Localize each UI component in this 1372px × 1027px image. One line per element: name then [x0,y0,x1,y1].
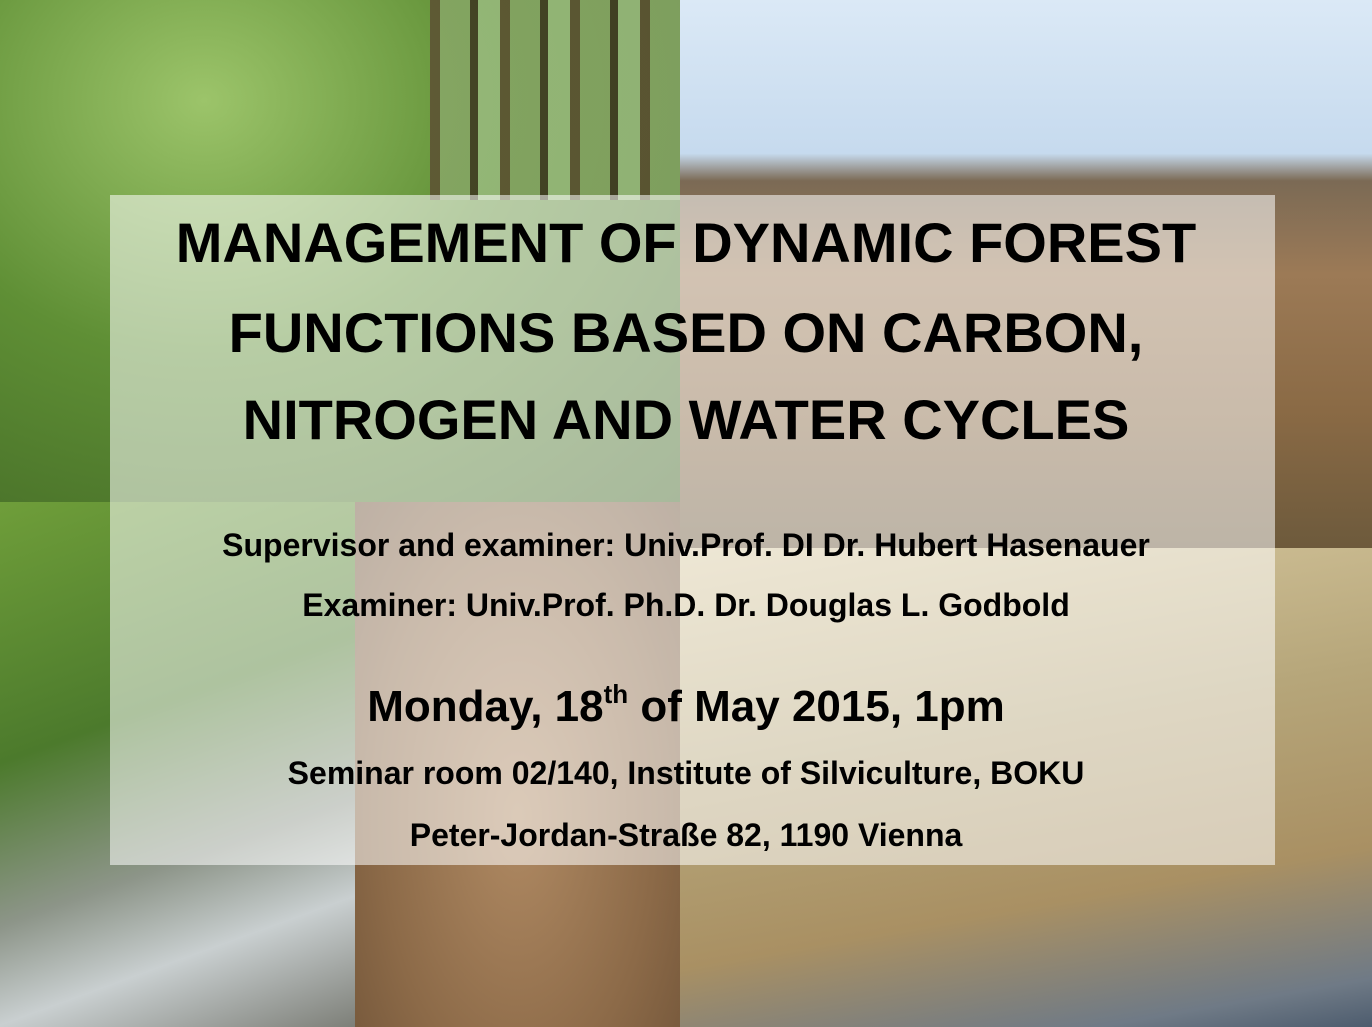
date-text: Monday, 18 [367,682,603,731]
examiner: Examiner: Univ.Prof. Ph.D. Dr. Douglas L… [0,585,1372,625]
poster: MANAGEMENT OF DYNAMIC FOREST FUNCTIONS B… [0,0,1372,1027]
title-line: FUNCTIONS BASED ON CARBON, [0,301,1372,365]
date-text: of May 2015, 1pm [628,682,1005,731]
photo-trees [430,0,680,200]
date-suffix: th [604,679,629,709]
address: Peter-Jordan-Straße 82, 1190 Vienna [0,815,1372,855]
title-line: NITROGEN AND WATER CYCLES [0,388,1372,452]
title-line: MANAGEMENT OF DYNAMIC FOREST [0,211,1372,275]
supervisor: Supervisor and examiner: Univ.Prof. DI D… [0,525,1372,565]
date: Monday, 18th of May 2015, 1pm [0,681,1372,733]
room: Seminar room 02/140, Institute of Silvic… [0,753,1372,793]
